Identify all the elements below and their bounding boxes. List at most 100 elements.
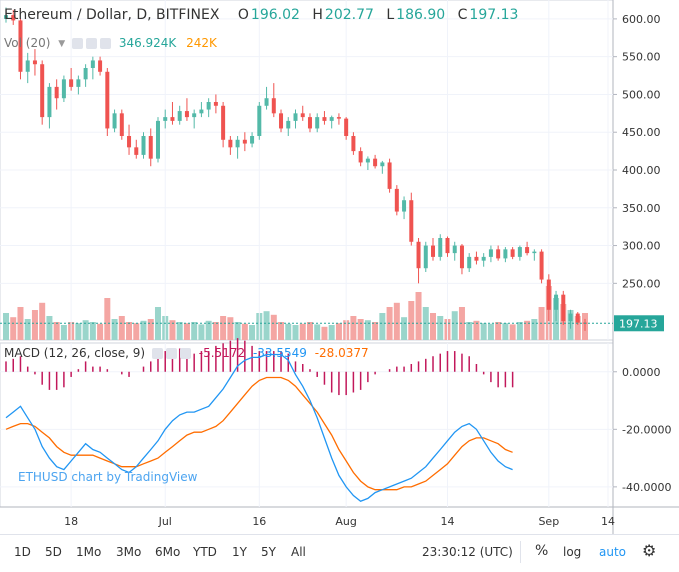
candle xyxy=(206,98,211,118)
settings-gear-icon[interactable]: ⚙ xyxy=(642,541,657,560)
volume-bar xyxy=(249,325,256,340)
close-icon[interactable] xyxy=(179,348,191,359)
candle xyxy=(423,241,428,272)
volume-bar xyxy=(314,324,321,340)
range-5d-button[interactable]: 5D xyxy=(45,545,62,559)
auto-toggle[interactable]: auto xyxy=(599,545,627,559)
eye-icon[interactable] xyxy=(71,38,83,49)
range-5y-button[interactable]: 5Y xyxy=(261,545,276,559)
candle-body xyxy=(293,113,298,121)
volume-bar xyxy=(191,322,198,340)
volume-bar xyxy=(169,320,176,340)
log-toggle[interactable]: log xyxy=(563,545,582,559)
candle xyxy=(25,52,30,84)
volume-bar xyxy=(350,316,357,340)
candle xyxy=(402,196,407,220)
candle xyxy=(32,49,37,76)
candle-body xyxy=(423,245,428,269)
volume-bar xyxy=(46,316,53,340)
eye-icon[interactable] xyxy=(151,348,163,359)
bottom-toolbar: 1D 5D 1Mo 3Mo 6Mo YTD 1Y 5Y All 23:30:12… xyxy=(0,534,679,571)
candle xyxy=(286,117,291,136)
candle xyxy=(539,249,544,284)
candle xyxy=(155,117,160,163)
main-legend: Ethereum / Dollar, D, BITFINEX O 196.02 H… xyxy=(4,7,518,23)
chart-svg[interactable]: 600.00 550.00 500.00 450.00 400.00 350.00 300.… xyxy=(0,0,679,534)
candle xyxy=(279,109,284,133)
candle xyxy=(105,68,110,136)
candle-body xyxy=(344,118,349,136)
volume-bar xyxy=(516,322,523,340)
volume-bar xyxy=(89,322,96,340)
range-6mo-button[interactable]: 6Mo xyxy=(155,545,181,559)
volume-bar xyxy=(220,316,227,340)
candle-body xyxy=(47,86,52,118)
candle-body xyxy=(481,256,486,261)
volume-bar xyxy=(364,320,371,340)
volume-bar xyxy=(183,323,190,340)
chevron-down-icon[interactable]: ▼ xyxy=(58,38,66,49)
candle-body xyxy=(532,251,537,254)
candle-body xyxy=(250,136,255,144)
watermark[interactable]: ETHUSD chart by TradingView xyxy=(18,470,198,484)
volume-bar xyxy=(306,322,313,340)
volume-label: Vol (20) xyxy=(4,36,51,50)
candle xyxy=(271,83,276,118)
candle-body xyxy=(525,247,530,254)
range-all-button[interactable]: All xyxy=(291,545,306,559)
candle-body xyxy=(496,249,501,259)
candle xyxy=(459,244,464,275)
volume-bar xyxy=(10,317,17,340)
range-ytd-button[interactable]: YTD xyxy=(193,545,217,559)
candle xyxy=(373,154,378,169)
candle xyxy=(431,238,436,261)
high-label: H xyxy=(312,7,323,23)
candle xyxy=(568,309,573,329)
volume-bar xyxy=(451,311,458,340)
candle xyxy=(481,253,486,267)
candle xyxy=(452,241,457,261)
candle-body xyxy=(76,79,81,87)
volume-bar xyxy=(328,325,335,340)
macd-pane xyxy=(0,342,614,508)
macd-tick-label: 0.0000 xyxy=(622,366,661,379)
candle-body xyxy=(307,117,312,129)
range-3mo-button[interactable]: 3Mo xyxy=(116,545,142,559)
signal-line xyxy=(5,376,513,491)
candle xyxy=(488,245,493,263)
gear-icon[interactable] xyxy=(85,38,97,49)
candle xyxy=(351,132,356,155)
candle-body xyxy=(148,136,153,159)
candle-body xyxy=(322,117,327,121)
candle xyxy=(83,64,88,87)
volume-bar xyxy=(104,298,111,340)
range-1y-button[interactable]: 1Y xyxy=(232,545,247,559)
candle-body xyxy=(4,15,8,19)
candle-body xyxy=(315,117,320,129)
volume-bar xyxy=(198,324,205,340)
candle-body xyxy=(568,313,573,322)
candle xyxy=(40,60,45,125)
volume-bar xyxy=(212,322,219,340)
time-tick-label: 14 xyxy=(601,515,615,528)
percent-toggle[interactable]: % xyxy=(535,543,549,559)
candle xyxy=(336,113,341,125)
clock-time[interactable]: 23:30:12 (UTC) xyxy=(422,545,513,559)
range-1mo-button[interactable]: 1Mo xyxy=(76,545,102,559)
close-icon[interactable] xyxy=(99,38,111,49)
candle-body xyxy=(387,162,392,189)
candle-body xyxy=(351,136,356,152)
candle-body xyxy=(510,249,515,257)
candle-body xyxy=(40,64,45,118)
macd-tick-label: -40.0000 xyxy=(622,481,671,494)
candle xyxy=(61,75,66,102)
candle-body xyxy=(561,294,566,322)
volume-bar xyxy=(531,319,538,340)
candle xyxy=(47,83,52,129)
gear-icon[interactable] xyxy=(165,348,177,359)
candle-body xyxy=(554,294,559,310)
candle-body xyxy=(459,245,464,269)
candle-body xyxy=(11,15,16,21)
time-tick-label: Sep xyxy=(538,515,559,528)
range-1d-button[interactable]: 1D xyxy=(14,545,31,559)
